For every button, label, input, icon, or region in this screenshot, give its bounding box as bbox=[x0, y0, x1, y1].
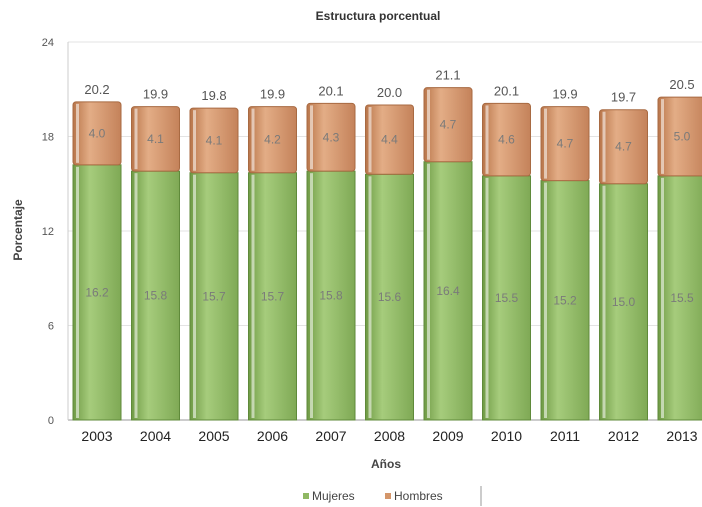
bar-segment-mujeres[interactable] bbox=[482, 175, 531, 421]
x-axis-title: Años bbox=[371, 457, 401, 471]
bar-total-label: 20.0 bbox=[377, 85, 402, 100]
segment-value-label: 16.2 bbox=[85, 285, 109, 299]
segment-value-label: 4.3 bbox=[323, 130, 340, 144]
x-tick-label: 2006 bbox=[257, 428, 288, 444]
bar-segment-mujeres[interactable] bbox=[248, 172, 297, 421]
segment-value-label: 15.0 bbox=[612, 295, 636, 309]
segment-value-label: 4.1 bbox=[147, 132, 164, 146]
legend-swatch bbox=[303, 493, 309, 499]
x-tick-label: 2010 bbox=[491, 428, 522, 444]
bar-segment-mujeres[interactable] bbox=[189, 172, 239, 421]
bar-segment-hombres[interactable] bbox=[248, 106, 297, 174]
bar-segment-mujeres[interactable] bbox=[423, 161, 473, 421]
bar-segment-hombres[interactable] bbox=[365, 104, 414, 175]
y-tick-label: 24 bbox=[42, 37, 54, 49]
bar-segment-hombres[interactable] bbox=[131, 106, 180, 172]
segment-value-label: 5.0 bbox=[674, 130, 691, 144]
y-tick-label: 0 bbox=[48, 415, 54, 427]
bar-segment-hombres[interactable] bbox=[599, 109, 648, 185]
bar-segment-mujeres[interactable] bbox=[72, 164, 122, 421]
bar-total-label: 19.9 bbox=[552, 87, 577, 102]
segment-value-label: 16.4 bbox=[436, 284, 460, 298]
x-tick-label: 2011 bbox=[550, 428, 580, 444]
bar-segment-mujeres[interactable] bbox=[365, 173, 414, 421]
segment-value-label: 15.8 bbox=[144, 289, 168, 303]
bar-total-label: 19.9 bbox=[260, 87, 285, 102]
segment-value-label: 15.5 bbox=[495, 291, 519, 305]
bar-segment-mujeres[interactable] bbox=[540, 180, 590, 421]
bar-total-label: 20.5 bbox=[669, 77, 694, 92]
segment-value-label: 4.6 bbox=[498, 133, 515, 147]
x-tick-label: 2007 bbox=[315, 428, 346, 444]
segment-value-label: 15.6 bbox=[378, 290, 402, 304]
bar-total-label: 19.7 bbox=[611, 90, 636, 105]
bar-segment-mujeres[interactable] bbox=[599, 183, 648, 421]
legend[interactable]: Mujeres Hombres bbox=[303, 486, 482, 506]
legend-swatch bbox=[385, 493, 391, 499]
bar-segment-hombres[interactable] bbox=[657, 96, 702, 177]
y-tick-label: 18 bbox=[42, 132, 54, 144]
legend-item-mujeres[interactable]: Mujeres bbox=[303, 489, 355, 503]
bar-segment-hombres[interactable] bbox=[482, 102, 531, 177]
bar-segment-hombres[interactable] bbox=[189, 107, 239, 174]
bar-total-label: 20.1 bbox=[318, 83, 343, 98]
x-tick-label: 2009 bbox=[432, 428, 463, 444]
bar-total-label: 21.1 bbox=[435, 68, 460, 83]
bars: 16.2 4.0 20.2 15.8 4.1 19.9 15.7 4.1 19.8 15.7 4.2… bbox=[72, 68, 702, 421]
segment-value-label: 4.2 bbox=[264, 133, 281, 147]
segment-value-label: 15.5 bbox=[670, 291, 694, 305]
legend-item-hombres[interactable]: Hombres bbox=[385, 489, 443, 503]
segment-value-label: 4.7 bbox=[440, 118, 457, 132]
x-tick-label: 2005 bbox=[198, 428, 229, 444]
bar-total-label: 19.9 bbox=[143, 87, 168, 102]
x-tick-label: 2012 bbox=[608, 428, 639, 444]
x-tick-label: 2003 bbox=[81, 428, 112, 444]
bar-segment-mujeres[interactable] bbox=[131, 170, 180, 421]
segment-value-label: 15.7 bbox=[202, 289, 226, 303]
y-axis-title: Porcentaje bbox=[11, 199, 25, 261]
bar-segment-mujeres[interactable] bbox=[306, 170, 356, 421]
bar-segment-hombres[interactable] bbox=[306, 102, 356, 172]
bar-total-label: 20.1 bbox=[494, 83, 519, 98]
bar-segment-hombres[interactable] bbox=[72, 101, 122, 166]
bar-total-label: 20.2 bbox=[84, 82, 109, 97]
segment-value-label: 15.2 bbox=[553, 293, 577, 307]
segment-value-label: 15.8 bbox=[319, 289, 343, 303]
bar-segment-mujeres[interactable] bbox=[657, 175, 702, 421]
legend-label: Hombres bbox=[394, 489, 443, 503]
bar-total-label: 19.8 bbox=[201, 88, 226, 103]
y-axis-ticks: 0 6 12 18 24 bbox=[42, 37, 54, 427]
x-axis-ticks: 2003 2004 2005 2006 2007 2008 2009 2010 2011 2012… bbox=[81, 428, 697, 444]
x-tick-label: 2004 bbox=[140, 428, 171, 444]
x-tick-label: 2008 bbox=[374, 428, 405, 444]
segment-value-label: 15.7 bbox=[261, 289, 285, 303]
x-tick-label: 2013 bbox=[666, 428, 697, 444]
y-tick-label: 12 bbox=[42, 226, 54, 238]
segment-value-label: 4.4 bbox=[381, 133, 398, 147]
segment-value-label: 4.7 bbox=[615, 140, 632, 154]
bar-segment-hombres[interactable] bbox=[423, 87, 473, 163]
bar-segment-hombres[interactable] bbox=[540, 106, 590, 182]
segment-value-label: 4.7 bbox=[557, 137, 574, 151]
segment-value-label: 4.1 bbox=[206, 133, 223, 147]
y-tick-label: 6 bbox=[48, 321, 54, 333]
segment-value-label: 4.0 bbox=[89, 126, 106, 140]
legend-label: Mujeres bbox=[312, 489, 355, 503]
chart-title: Estructura porcentual bbox=[316, 9, 441, 23]
